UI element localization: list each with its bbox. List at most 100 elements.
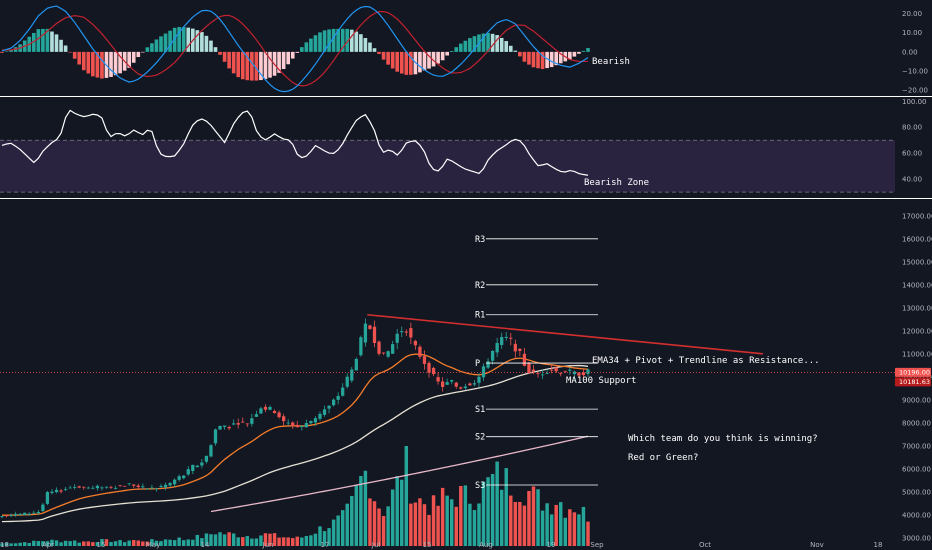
volume-bar (27, 542, 31, 546)
time-tick-label: May (146, 541, 160, 549)
macd-histogram-bar (172, 27, 177, 52)
candle-body (209, 445, 213, 457)
volume-bar (322, 531, 327, 546)
candle-body (145, 488, 149, 490)
macd-histogram-bar (558, 51, 563, 64)
volume-bar (291, 538, 295, 546)
macd-histogram-bar (91, 51, 95, 77)
candle-body (431, 367, 436, 375)
candle-body (536, 373, 540, 374)
candle-body (477, 376, 481, 383)
macd-tick-label: 20.00 (902, 10, 922, 18)
volume-bar (213, 534, 218, 546)
candle-body (241, 421, 245, 423)
candle-body (213, 429, 218, 444)
volume-bar (463, 485, 468, 546)
candle-body (322, 409, 327, 415)
macd-histogram-bar (549, 51, 554, 68)
macd-histogram-bar (286, 51, 291, 65)
macd-histogram-bar (572, 51, 577, 57)
candle-body (559, 373, 563, 375)
macd-histogram-bar (9, 49, 13, 52)
volume-bar (549, 514, 554, 546)
macd-histogram-bar (336, 28, 340, 52)
macd-histogram-bar (181, 26, 186, 52)
volume-bar (472, 510, 477, 546)
macd-histogram-bar (359, 34, 363, 52)
candle-body (472, 383, 477, 385)
price-tick-label: 7000.00 (902, 442, 931, 450)
volume-bar (218, 532, 222, 546)
macd-panel[interactable]: Bearish 20.00 10.00 0.00 −10.00 −20.00 (0, 5, 928, 95)
rsi-panel[interactable]: Bearish Zone 100.00 80.00 60.00 40.00 (0, 98, 927, 193)
candle-body (132, 484, 136, 486)
candle-body (104, 486, 109, 488)
candle-body (368, 325, 372, 329)
candle-body (540, 374, 545, 376)
volume-bar (345, 503, 349, 546)
macd-histogram-bar (281, 51, 286, 70)
macd-histogram-bar (454, 47, 459, 52)
volume-bar (481, 481, 486, 546)
price-tick-label: 5000.00 (902, 488, 931, 496)
volume-bar (490, 474, 495, 546)
macd-histogram-bar (399, 51, 404, 74)
volume-bar (272, 533, 277, 546)
macd-histogram-bar (209, 40, 213, 52)
macd-histogram-bar (390, 51, 395, 69)
macd-histogram-bar (240, 51, 245, 80)
volume-bar (0, 543, 4, 546)
price-panel[interactable]: R3 R2 R1 P S1 S2 S3 EMA34 + Pivot + Trendline … (0, 212, 932, 546)
candle-body (86, 487, 90, 489)
candle-body (136, 485, 140, 488)
volume-bar (499, 489, 504, 546)
volume-bar (159, 541, 163, 546)
candle-body (513, 343, 517, 352)
macd-histogram-bar (445, 51, 449, 56)
time-axis[interactable]: 18 Apr 15 May 14 Jun 17 Jul 15 Aug 19 Sep Oct Nov 18 (0, 541, 882, 549)
volume-bar (359, 475, 363, 546)
macd-histogram-bar (345, 28, 350, 52)
candle-body (291, 422, 295, 427)
macd-histogram-bar (504, 41, 509, 52)
candle-body (45, 492, 50, 504)
rsi-line (1, 109, 589, 176)
macd-histogram-bar (213, 47, 218, 52)
candle-body (495, 343, 499, 353)
macd-histogram-bar (131, 51, 136, 63)
macd-histogram-bar (522, 51, 527, 62)
volume-bar (531, 486, 536, 546)
volume-bar (545, 503, 549, 546)
candle-body (386, 351, 390, 357)
candle-body (400, 331, 404, 333)
price-tick-label: 12000.00 (902, 327, 932, 335)
macd-histogram-bar (318, 32, 322, 52)
volume-bar (113, 541, 118, 546)
support-annotation: MA100 Support (566, 376, 636, 386)
volume-bar (136, 540, 141, 546)
volume-bar (41, 541, 45, 546)
macd-histogram-bar (468, 38, 472, 52)
volume-bar (586, 521, 590, 546)
volume-bar (54, 540, 59, 546)
candle-body (550, 369, 554, 371)
macd-axis[interactable]: 20.00 10.00 0.00 −10.00 −20.00 (902, 10, 928, 95)
resistance-trendline[interactable] (367, 313, 764, 355)
price-tick-label: 8000.00 (902, 419, 931, 427)
macd-histogram-bar (277, 51, 281, 73)
rsi-axis[interactable]: 100.00 80.00 60.00 40.00 (902, 98, 927, 184)
volume-bar (509, 495, 513, 546)
volume-bar (241, 537, 245, 546)
volume-bar (32, 540, 36, 546)
candle-body (186, 469, 190, 475)
volume-bar (377, 508, 381, 546)
volume-bar (513, 502, 518, 546)
macd-histogram-bar (354, 31, 359, 52)
current-price-badge: 10196.00 10181.63 (895, 367, 931, 387)
pivot-label-r3: R3 (475, 235, 485, 245)
candle-body (427, 362, 431, 373)
macd-histogram-bar (527, 51, 531, 65)
candle-body (195, 465, 199, 468)
macd-histogram-bar (168, 30, 172, 52)
